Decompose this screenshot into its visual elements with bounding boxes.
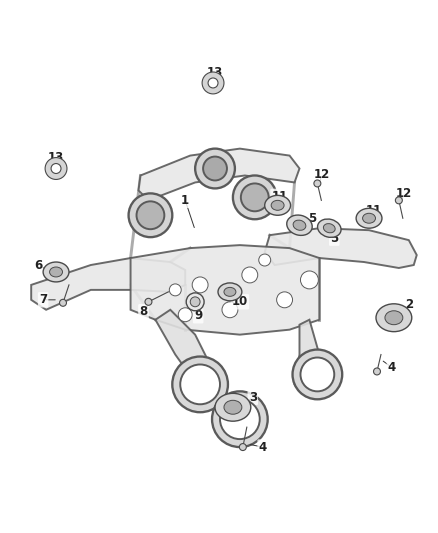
Ellipse shape [265, 196, 290, 215]
Text: 12: 12 [313, 168, 329, 181]
Circle shape [259, 254, 271, 266]
Text: 4: 4 [388, 361, 396, 374]
Circle shape [51, 164, 61, 173]
Circle shape [396, 197, 403, 204]
Text: 1: 1 [181, 194, 189, 207]
Ellipse shape [293, 220, 306, 230]
Text: 10: 10 [232, 295, 248, 308]
Ellipse shape [224, 287, 236, 296]
Text: 5: 5 [308, 212, 317, 225]
Text: 13: 13 [48, 151, 64, 164]
Ellipse shape [49, 267, 63, 277]
Polygon shape [131, 245, 319, 335]
Text: 11: 11 [366, 204, 382, 217]
Text: 11: 11 [272, 190, 288, 203]
Circle shape [233, 175, 277, 219]
Text: 5: 5 [330, 232, 339, 245]
Circle shape [137, 201, 164, 229]
Ellipse shape [271, 200, 284, 211]
Text: 6: 6 [34, 259, 42, 271]
Text: 2: 2 [405, 298, 413, 311]
Text: 12: 12 [396, 187, 412, 200]
Ellipse shape [287, 215, 312, 236]
Circle shape [208, 78, 218, 88]
Circle shape [314, 180, 321, 187]
Circle shape [195, 149, 235, 188]
Circle shape [178, 308, 192, 322]
Polygon shape [138, 149, 300, 200]
Circle shape [186, 293, 204, 311]
Circle shape [277, 292, 293, 308]
Text: 9: 9 [194, 309, 202, 322]
Circle shape [170, 284, 181, 296]
Circle shape [129, 193, 172, 237]
Circle shape [241, 183, 268, 211]
Circle shape [222, 302, 238, 318]
Circle shape [242, 267, 258, 283]
Circle shape [300, 271, 318, 289]
Polygon shape [265, 228, 417, 268]
Circle shape [60, 300, 67, 306]
Text: 3: 3 [249, 391, 257, 404]
Circle shape [172, 357, 228, 412]
Ellipse shape [318, 219, 341, 237]
Ellipse shape [376, 304, 412, 332]
Circle shape [145, 298, 152, 305]
Text: 4: 4 [258, 441, 267, 454]
Ellipse shape [356, 208, 382, 228]
Ellipse shape [218, 283, 242, 301]
Circle shape [212, 391, 268, 447]
Text: 7: 7 [39, 293, 47, 306]
Circle shape [190, 297, 200, 306]
Circle shape [202, 72, 224, 94]
Ellipse shape [323, 224, 335, 233]
Ellipse shape [224, 400, 242, 414]
Ellipse shape [385, 311, 403, 325]
Circle shape [192, 277, 208, 293]
Polygon shape [294, 320, 319, 394]
Polygon shape [31, 258, 185, 310]
Ellipse shape [363, 213, 375, 223]
Circle shape [203, 157, 227, 181]
Polygon shape [155, 310, 225, 394]
Circle shape [45, 158, 67, 180]
Text: 8: 8 [139, 305, 148, 318]
Text: 13: 13 [207, 66, 223, 78]
Ellipse shape [215, 393, 251, 421]
Ellipse shape [43, 262, 69, 282]
Circle shape [293, 350, 342, 399]
Circle shape [300, 358, 334, 391]
Circle shape [374, 368, 381, 375]
Circle shape [220, 399, 260, 439]
Circle shape [240, 443, 246, 450]
Circle shape [180, 365, 220, 404]
